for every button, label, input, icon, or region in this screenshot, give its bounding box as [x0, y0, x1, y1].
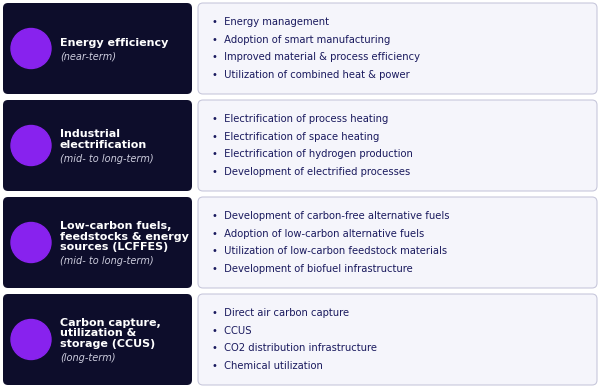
Circle shape — [11, 222, 51, 263]
Text: •  Utilization of low-carbon feedstock materials: • Utilization of low-carbon feedstock ma… — [212, 246, 447, 256]
Text: Industrial: Industrial — [60, 129, 120, 139]
Text: •  Electrification of hydrogen production: • Electrification of hydrogen production — [212, 149, 413, 159]
Circle shape — [11, 125, 51, 166]
Text: •  Energy management: • Energy management — [212, 17, 329, 27]
FancyBboxPatch shape — [3, 197, 192, 288]
Text: •  Improved material & process efficiency: • Improved material & process efficiency — [212, 52, 420, 62]
Text: •  Electrification of space heating: • Electrification of space heating — [212, 132, 379, 142]
Text: •  Development of carbon-free alternative fuels: • Development of carbon-free alternative… — [212, 211, 449, 221]
Text: •  Chemical utilization: • Chemical utilization — [212, 361, 323, 371]
Circle shape — [11, 28, 51, 69]
Text: electrification: electrification — [60, 140, 147, 150]
FancyBboxPatch shape — [3, 294, 192, 385]
FancyBboxPatch shape — [198, 3, 597, 94]
Text: •  Development of biofuel infrastructure: • Development of biofuel infrastructure — [212, 264, 413, 274]
Circle shape — [11, 319, 51, 360]
Text: sources (LCFFES): sources (LCFFES) — [60, 242, 168, 252]
Text: Energy efficiency: Energy efficiency — [60, 38, 169, 47]
Text: •  Utilization of combined heat & power: • Utilization of combined heat & power — [212, 70, 410, 80]
FancyBboxPatch shape — [198, 100, 597, 191]
FancyBboxPatch shape — [198, 294, 597, 385]
Text: (mid- to long-term): (mid- to long-term) — [60, 154, 154, 163]
Text: •  Electrification of process heating: • Electrification of process heating — [212, 114, 388, 124]
FancyBboxPatch shape — [3, 3, 192, 94]
Text: (near-term): (near-term) — [60, 51, 116, 61]
Text: Low-carbon fuels,: Low-carbon fuels, — [60, 221, 172, 231]
Text: storage (CCUS): storage (CCUS) — [60, 339, 155, 349]
Text: (long-term): (long-term) — [60, 353, 115, 363]
Text: utilization &: utilization & — [60, 329, 136, 338]
Text: •  Adoption of low-carbon alternative fuels: • Adoption of low-carbon alternative fue… — [212, 229, 424, 239]
Text: •  CO2 distribution infrastructure: • CO2 distribution infrastructure — [212, 343, 377, 353]
Text: •  Direct air carbon capture: • Direct air carbon capture — [212, 308, 349, 318]
Text: •  Development of electrified processes: • Development of electrified processes — [212, 167, 410, 177]
Text: feedstocks & energy: feedstocks & energy — [60, 232, 189, 241]
Text: Carbon capture,: Carbon capture, — [60, 318, 161, 328]
Text: •  Adoption of smart manufacturing: • Adoption of smart manufacturing — [212, 35, 391, 45]
Text: (mid- to long-term): (mid- to long-term) — [60, 256, 154, 266]
Text: •  CCUS: • CCUS — [212, 326, 251, 336]
FancyBboxPatch shape — [198, 197, 597, 288]
FancyBboxPatch shape — [3, 100, 192, 191]
